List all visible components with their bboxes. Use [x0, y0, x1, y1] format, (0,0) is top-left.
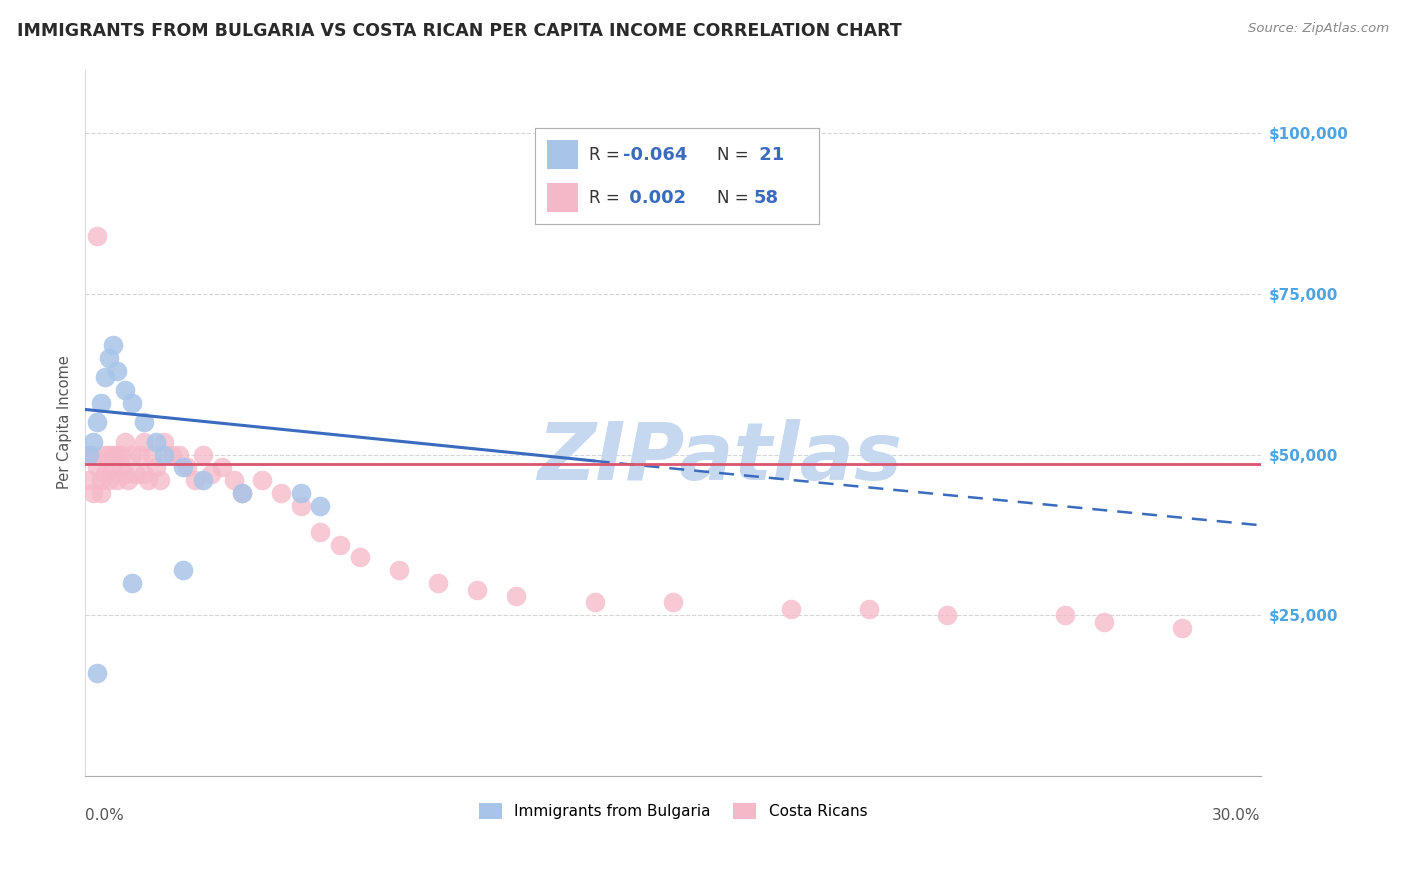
Point	[349, 550, 371, 565]
Point	[110, 460, 132, 475]
Point	[191, 473, 214, 487]
Point	[114, 383, 136, 397]
Text: R =: R =	[589, 145, 626, 163]
Point	[117, 473, 139, 487]
Point	[82, 486, 104, 500]
Point	[779, 602, 801, 616]
Point	[290, 486, 312, 500]
Point	[136, 473, 159, 487]
Point	[141, 448, 163, 462]
Bar	[547, 140, 578, 169]
Point	[86, 666, 108, 681]
Point	[936, 608, 959, 623]
Point	[172, 563, 194, 577]
Point	[309, 524, 332, 539]
Point	[121, 396, 143, 410]
Point	[114, 467, 136, 481]
Text: 21: 21	[754, 145, 785, 163]
Point	[1171, 621, 1194, 635]
Point	[250, 473, 273, 487]
Text: ZIPatlas: ZIPatlas	[537, 418, 903, 497]
Text: -0.064: -0.064	[623, 145, 688, 163]
Point	[101, 460, 124, 475]
Point	[152, 434, 174, 449]
Point	[86, 460, 108, 475]
Point	[270, 486, 292, 500]
Bar	[547, 184, 578, 212]
Y-axis label: Per Capita Income: Per Capita Income	[58, 356, 72, 489]
Point	[97, 351, 120, 365]
Point	[121, 576, 143, 591]
Text: N =: N =	[717, 145, 754, 163]
Point	[82, 434, 104, 449]
Point	[79, 448, 101, 462]
Point	[329, 538, 352, 552]
Point	[86, 228, 108, 243]
Point	[105, 473, 128, 487]
Point	[145, 460, 167, 475]
Point	[169, 448, 191, 462]
Point	[160, 448, 183, 462]
Text: N =: N =	[717, 189, 754, 207]
Point	[211, 460, 233, 475]
Point	[79, 473, 101, 487]
Text: 58: 58	[754, 189, 779, 207]
Point	[583, 595, 606, 609]
Text: 0.002: 0.002	[623, 189, 686, 207]
Point	[1092, 615, 1115, 629]
Point	[110, 448, 132, 462]
Point	[309, 499, 332, 513]
Point	[129, 448, 152, 462]
Point	[114, 434, 136, 449]
Text: R =: R =	[589, 189, 626, 207]
Point	[505, 589, 527, 603]
Point	[152, 448, 174, 462]
Point	[86, 415, 108, 429]
Point	[224, 473, 246, 487]
Point	[145, 434, 167, 449]
Point	[94, 370, 117, 384]
Point	[149, 473, 172, 487]
Point	[388, 563, 411, 577]
Text: Source: ZipAtlas.com: Source: ZipAtlas.com	[1249, 22, 1389, 36]
Text: 30.0%: 30.0%	[1212, 808, 1261, 823]
Point	[858, 602, 880, 616]
Point	[90, 396, 112, 410]
Point	[191, 448, 214, 462]
Point	[121, 448, 143, 462]
Point	[231, 486, 253, 500]
Legend: Immigrants from Bulgaria, Costa Ricans: Immigrants from Bulgaria, Costa Ricans	[472, 797, 873, 825]
Point	[79, 448, 101, 462]
Point	[184, 473, 207, 487]
Point	[176, 460, 198, 475]
Point	[172, 460, 194, 475]
Point	[101, 338, 124, 352]
Point	[90, 473, 112, 487]
Point	[90, 486, 112, 500]
Point	[426, 576, 449, 591]
Point	[200, 467, 222, 481]
Point	[125, 467, 148, 481]
Point	[134, 415, 156, 429]
Point	[231, 486, 253, 500]
Point	[82, 448, 104, 462]
Text: IMMIGRANTS FROM BULGARIA VS COSTA RICAN PER CAPITA INCOME CORRELATION CHART: IMMIGRANTS FROM BULGARIA VS COSTA RICAN …	[17, 22, 901, 40]
Point	[105, 364, 128, 378]
Point	[134, 434, 156, 449]
Point	[105, 448, 128, 462]
Point	[1053, 608, 1076, 623]
Text: 0.0%: 0.0%	[86, 808, 124, 823]
Point	[134, 467, 156, 481]
Point	[662, 595, 685, 609]
Point	[101, 448, 124, 462]
Point	[94, 448, 117, 462]
Point	[290, 499, 312, 513]
Point	[465, 582, 488, 597]
Point	[94, 467, 117, 481]
Point	[97, 473, 120, 487]
Point	[97, 448, 120, 462]
